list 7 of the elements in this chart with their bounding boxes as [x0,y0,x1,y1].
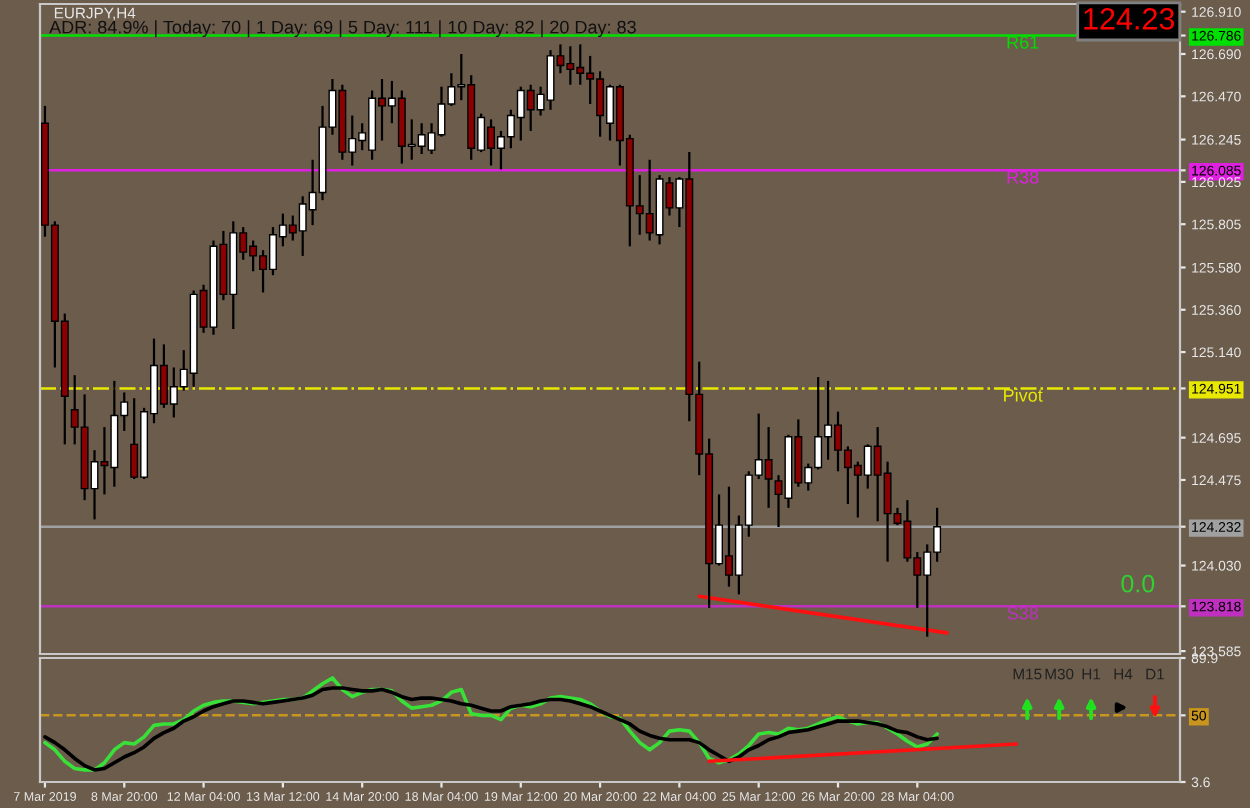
annotation: ADR: 84.9% | Today: 70 | 1 Day: 69 | 5 Day: 111 | 10 Day: 82 | 20 Day: 83 [49,20,636,38]
annotation: 0.0 [1121,574,1155,593]
ref-line-label: R61 [1007,36,1039,49]
ref-line-label: Pivot [1004,388,1043,402]
ref-line-label: R38 [1007,170,1039,184]
annotation: 124.23 [1084,8,1175,30]
ref-line-label: S38 [1007,606,1038,620]
